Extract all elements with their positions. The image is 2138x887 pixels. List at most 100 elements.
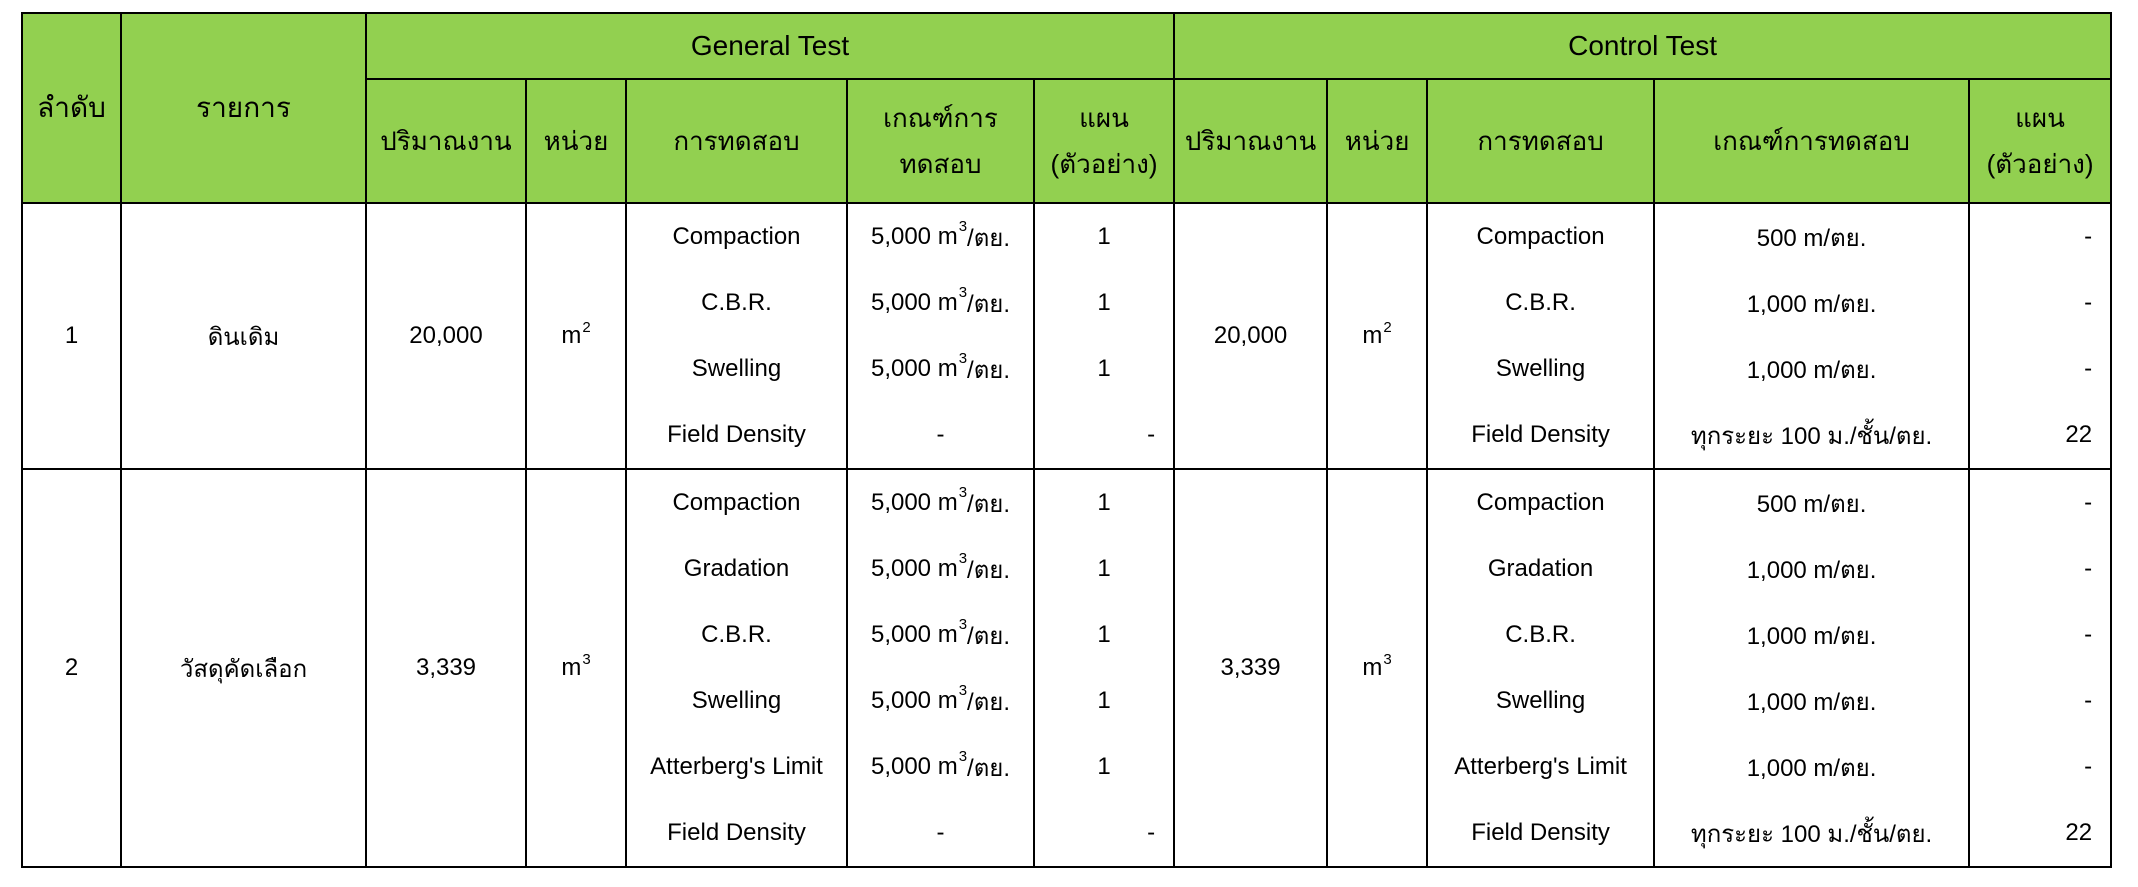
control-criteria-value: 1,000 m/ตย.	[1656, 336, 1967, 402]
criteria-text: 1,000 m/ตย.	[1746, 556, 1877, 584]
criteria-superscript: 3	[958, 349, 968, 367]
control-criteria-value: ทุกระยะ 100 ม./ชั้น/ตย.	[1656, 402, 1967, 467]
unit-base: m	[1362, 654, 1383, 681]
criteria-superscript: 3	[958, 549, 968, 567]
criteria-text: -	[936, 819, 945, 846]
criteria-text: 5,000 m	[870, 223, 958, 250]
general-test-name: Gradation	[683, 555, 790, 582]
col-header-item: รายการ	[120, 12, 367, 204]
general-plan-cell: 1 1 1 1 1 -	[1032, 468, 1176, 868]
unit-base: m	[561, 654, 582, 681]
table-body: 1 ดินเดิม 20,000 m2 Compaction C.B.R. Swelling…	[21, 202, 2113, 868]
general-unit-cell: m3	[525, 468, 627, 868]
general-test-name: C.B.R.	[701, 621, 772, 648]
col-header-general-criteria: เกณฑ์การ ทดสอบ	[846, 78, 1035, 204]
control-tests-cell: Compaction C.B.R. Swelling Field Density	[1426, 202, 1656, 470]
control-criteria-value: 500 m/ตย.	[1656, 471, 1967, 536]
control-test-name: Field Density	[1471, 819, 1610, 846]
general-criteria-cell: 5,000 m 3/ตย. 5,000 m 3/ตย. 5,000 m 3/ตย. 5,00…	[846, 468, 1035, 868]
control-plan-value: -	[2084, 687, 2093, 714]
general-plan-value: 1	[1097, 555, 1111, 582]
criteria-unit-suffix: /ตย.	[967, 688, 1011, 716]
general-criteria-value: 5,000 m 3/ตย.	[849, 270, 1032, 336]
control-plan-cell: - - - - - 22	[1968, 468, 2113, 868]
general-unit-cell: m2	[525, 202, 627, 470]
control-criteria-value: 1,000 m/ตย.	[1656, 668, 1967, 734]
item-name-cell: วัสดุคัดเลือก	[120, 468, 367, 868]
col-group-control-test: Control Test	[1173, 12, 2113, 80]
control-plan-cell: - - - 22	[1968, 202, 2113, 470]
control-unit-cell: m3	[1326, 468, 1429, 868]
general-test-name: Field Density	[667, 819, 806, 846]
unit-superscript: 3	[582, 651, 591, 668]
control-criteria-value: 1,000 m/ตย.	[1656, 602, 1967, 668]
general-plan-value: 1	[1097, 355, 1111, 382]
general-quantity-cell: 20,000	[365, 202, 527, 470]
criteria-superscript: 3	[958, 483, 968, 501]
criteria-text: 1,000 m/ตย.	[1746, 688, 1877, 716]
general-plan-value: 1	[1097, 621, 1111, 648]
criteria-text: 1,000 m/ตย.	[1746, 754, 1877, 782]
control-criteria-value: 1,000 m/ตย.	[1656, 270, 1967, 336]
header-line: แผน	[1079, 103, 1129, 133]
col-header-control-unit: หน่วย	[1326, 78, 1429, 204]
control-test-name: C.B.R.	[1505, 289, 1576, 316]
criteria-unit-suffix: /ตย.	[967, 490, 1011, 518]
unit-superscript: 3	[1383, 651, 1392, 668]
col-header-general-test: การทดสอบ	[625, 78, 848, 204]
col-header-general-plan: แผน (ตัวอย่าง)	[1032, 78, 1176, 204]
control-plan-value: -	[2084, 223, 2093, 250]
general-plan-value: 1	[1097, 489, 1111, 516]
criteria-text: ทุกระยะ 100 ม./ชั้น/ตย.	[1690, 820, 1933, 848]
general-test-name: Swelling	[691, 355, 782, 382]
general-test-name: Atterberg's Limit	[650, 753, 823, 780]
row-number-cell: 1	[21, 202, 122, 470]
col-header-general-quantity: ปริมาณงาน	[365, 78, 527, 204]
general-plan-value: 1	[1097, 223, 1111, 250]
control-test-name: Gradation	[1487, 555, 1594, 582]
header-line: (ตัวอย่าง)	[1050, 149, 1158, 179]
control-criteria-value: 1,000 m/ตย.	[1656, 536, 1967, 602]
control-criteria-cell: 500 m/ตย. 1,000 m/ตย. 1,000 m/ตย. ทุกระยะ 1…	[1653, 202, 1971, 470]
general-plan-value: -	[1147, 421, 1156, 448]
col-header-control-plan: แผน (ตัวอย่าง)	[1968, 78, 2113, 204]
col-header-control-criteria: เกณฑ์การทดสอบ	[1653, 78, 1971, 204]
general-criteria-value: 5,000 m 3/ตย.	[849, 668, 1032, 734]
criteria-text: ทุกระยะ 100 ม./ชั้น/ตย.	[1690, 422, 1933, 450]
general-test-name: C.B.R.	[701, 289, 772, 316]
criteria-superscript: 3	[958, 615, 968, 633]
general-test-name: Field Density	[667, 421, 806, 448]
criteria-text: 5,000 m	[870, 687, 958, 714]
control-plan-value: -	[2084, 355, 2093, 382]
control-plan-value: -	[2084, 555, 2093, 582]
criteria-text: 5,000 m	[870, 289, 958, 316]
general-plan-value: 1	[1097, 753, 1111, 780]
unit-superscript: 2	[582, 319, 591, 336]
general-criteria-value: 5,000 m 3/ตย.	[849, 536, 1032, 602]
test-plan-table-container: ลำดับ รายการ General Test Control Test ป…	[21, 12, 2113, 868]
general-plan-value: 1	[1097, 289, 1111, 316]
general-plan-cell: 1 1 1 -	[1032, 202, 1176, 470]
criteria-text: 1,000 m/ตย.	[1746, 622, 1877, 650]
control-criteria-cell: 500 m/ตย. 1,000 m/ตย. 1,000 m/ตย. 1,000 m/ต…	[1653, 468, 1971, 868]
general-criteria-value: 5,000 m 3/ตย.	[849, 734, 1032, 800]
criteria-unit-suffix: /ตย.	[967, 290, 1011, 318]
material-testing-table: ลำดับ รายการ General Test Control Test ป…	[21, 12, 2113, 868]
criteria-unit-suffix: /ตย.	[967, 556, 1011, 584]
general-criteria-value: 5,000 m 3/ตย.	[849, 205, 1032, 270]
control-test-name: Field Density	[1471, 421, 1610, 448]
control-criteria-value: ทุกระยะ 100 ม./ชั้น/ตย.	[1656, 800, 1967, 865]
criteria-text: 1,000 m/ตย.	[1746, 356, 1877, 384]
control-plan-value: -	[2084, 753, 2093, 780]
general-criteria-value: 5,000 m 3/ตย.	[849, 602, 1032, 668]
control-test-name: Compaction	[1476, 489, 1605, 516]
control-test-name: Atterberg's Limit	[1454, 753, 1627, 780]
criteria-unit-suffix: /ตย.	[967, 622, 1011, 650]
criteria-unit-suffix: /ตย.	[967, 356, 1011, 384]
general-criteria-value: 5,000 m 3/ตย.	[849, 471, 1032, 536]
control-criteria-value: 500 m/ตย.	[1656, 205, 1967, 270]
criteria-text: 5,000 m	[870, 555, 958, 582]
col-header-control-test: การทดสอบ	[1426, 78, 1656, 204]
general-test-name: Compaction	[672, 223, 801, 250]
criteria-unit-suffix: /ตย.	[967, 224, 1011, 252]
